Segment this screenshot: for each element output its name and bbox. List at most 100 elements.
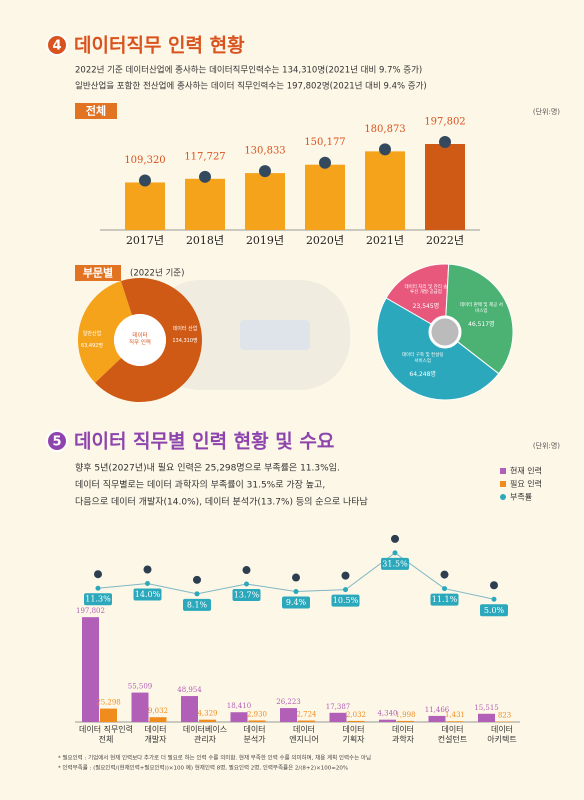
person-icon	[341, 571, 350, 580]
bar	[131, 692, 149, 722]
rate-box	[133, 588, 162, 601]
rate-point	[442, 586, 447, 592]
bar	[329, 712, 347, 722]
person-icon	[319, 156, 331, 169]
footnote: * 필요인력 : 기업에서 현재 인력보다 추가로 더 필요로 하는 인력 수를…	[58, 754, 371, 762]
value-label: 1,431	[445, 711, 465, 719]
center-label: 데이터 직무 인력	[129, 333, 151, 346]
rate-point	[244, 581, 249, 587]
value-label: 26,223	[276, 698, 301, 706]
rate-point	[145, 581, 150, 586]
x-tick-label: 데이터 엔지니어	[289, 725, 319, 744]
note: (2022년 기준)	[130, 268, 184, 279]
rate-label: 11.3%	[85, 595, 111, 604]
bar	[425, 143, 465, 230]
bar	[478, 713, 495, 722]
x-tick-label: 2018년	[186, 234, 224, 247]
bar	[245, 173, 285, 230]
person-icon	[139, 174, 151, 187]
x-tick-label: 데이터베이스 관리자	[182, 725, 228, 744]
rate-point	[95, 585, 101, 591]
rate-label: 8.1%	[187, 600, 208, 609]
legend-label: 필요 인력	[510, 479, 542, 489]
value-label: 48,954	[177, 686, 202, 694]
bar	[248, 720, 266, 722]
unit-label: (단위:명)	[533, 107, 560, 116]
value-label: 150,177	[304, 137, 345, 148]
rate-box	[430, 593, 459, 606]
bar	[181, 696, 198, 722]
slice-value: 46,517명	[468, 321, 495, 329]
value-label: 11,466	[425, 706, 450, 714]
person-icon	[440, 570, 449, 579]
section-number: 4	[52, 39, 61, 54]
person-icon	[379, 143, 391, 156]
slice-category: 데이터 처리 및 관리 솔루션 개발·공급업	[404, 284, 448, 296]
legend-swatch	[500, 468, 506, 474]
section-title: 데이터직무 인력 현황	[74, 34, 245, 57]
x-tick-label: 데이터 직무인력 전체	[78, 725, 134, 744]
x-tick-label: 데이터 기획자	[342, 725, 365, 744]
rate-point	[343, 587, 348, 593]
rate-point	[293, 589, 299, 595]
bar	[230, 712, 248, 722]
bar	[280, 708, 297, 722]
bar	[347, 720, 365, 722]
subtitle: 데이터 직무별로는 데이터 과학자의 부족률이 31.5%로 가장 높고,	[75, 480, 325, 491]
bar	[100, 708, 117, 722]
slice-value: 63,492명	[80, 343, 104, 349]
value-label: 9,032	[148, 707, 168, 715]
rate-label: 11.1%	[432, 595, 458, 604]
rate-label: 13.7%	[234, 591, 260, 600]
bar	[125, 182, 165, 230]
value-label: 109,320	[124, 155, 165, 166]
footnote: * 인력부족률 : (필요인력/(현재인력+필요인력))×100 예) 현재인력…	[58, 764, 348, 772]
person-icon	[391, 534, 399, 543]
value-label: 15,515	[474, 704, 499, 712]
x-tick-label: 2022년	[426, 234, 464, 247]
slice-category: 데이터 산업	[172, 326, 198, 332]
rate-point	[194, 591, 200, 597]
bar	[428, 715, 446, 722]
x-tick-label: 2020년	[306, 234, 344, 247]
value-label: 2,930	[247, 710, 267, 718]
bar	[379, 719, 396, 722]
person-icon	[259, 165, 271, 178]
value-label: 18,410	[227, 702, 252, 710]
unit-label: (단위:명)	[533, 441, 560, 450]
rate-box	[84, 593, 112, 606]
section-badge	[46, 34, 68, 56]
value-label: 55,509	[128, 683, 153, 691]
x-tick-label: 데이터 개발자	[144, 725, 167, 744]
x-tick-label: 2019년	[246, 234, 284, 247]
person-icon	[199, 170, 211, 183]
value-label: 17,387	[326, 703, 351, 711]
bar	[298, 720, 315, 722]
subtitle: 일반산업을 포함한 전산업에 종사하는 데이터 직무인력수는 197,802명(…	[75, 81, 427, 92]
rate-box	[183, 598, 211, 611]
value-label: 130,833	[244, 146, 285, 157]
value-label: 180,873	[364, 124, 405, 135]
slice-category: 일반산업	[82, 331, 102, 337]
bar	[199, 719, 216, 722]
bar	[305, 164, 345, 230]
person-icon	[292, 573, 300, 582]
x-tick-label: 데이터 과학자	[391, 725, 415, 744]
donut-hole	[428, 315, 462, 349]
slice-value: 64,248명	[409, 371, 436, 379]
value-label: 4,329	[197, 710, 217, 718]
person-icon	[193, 575, 201, 584]
person-icon	[490, 581, 498, 590]
slice-value: 134,310명	[172, 338, 198, 344]
legend-label: 현재 인력	[510, 466, 542, 476]
value-label: 4,340	[377, 710, 397, 718]
value-label: 117,727	[184, 151, 225, 162]
rate-box	[381, 557, 409, 570]
legend-label: 부족률	[510, 493, 532, 502]
rate-point	[491, 596, 497, 602]
value-label: 25,298	[96, 699, 121, 707]
legend-swatch	[500, 481, 506, 487]
donut-slice	[95, 277, 202, 402]
bar	[365, 151, 405, 230]
